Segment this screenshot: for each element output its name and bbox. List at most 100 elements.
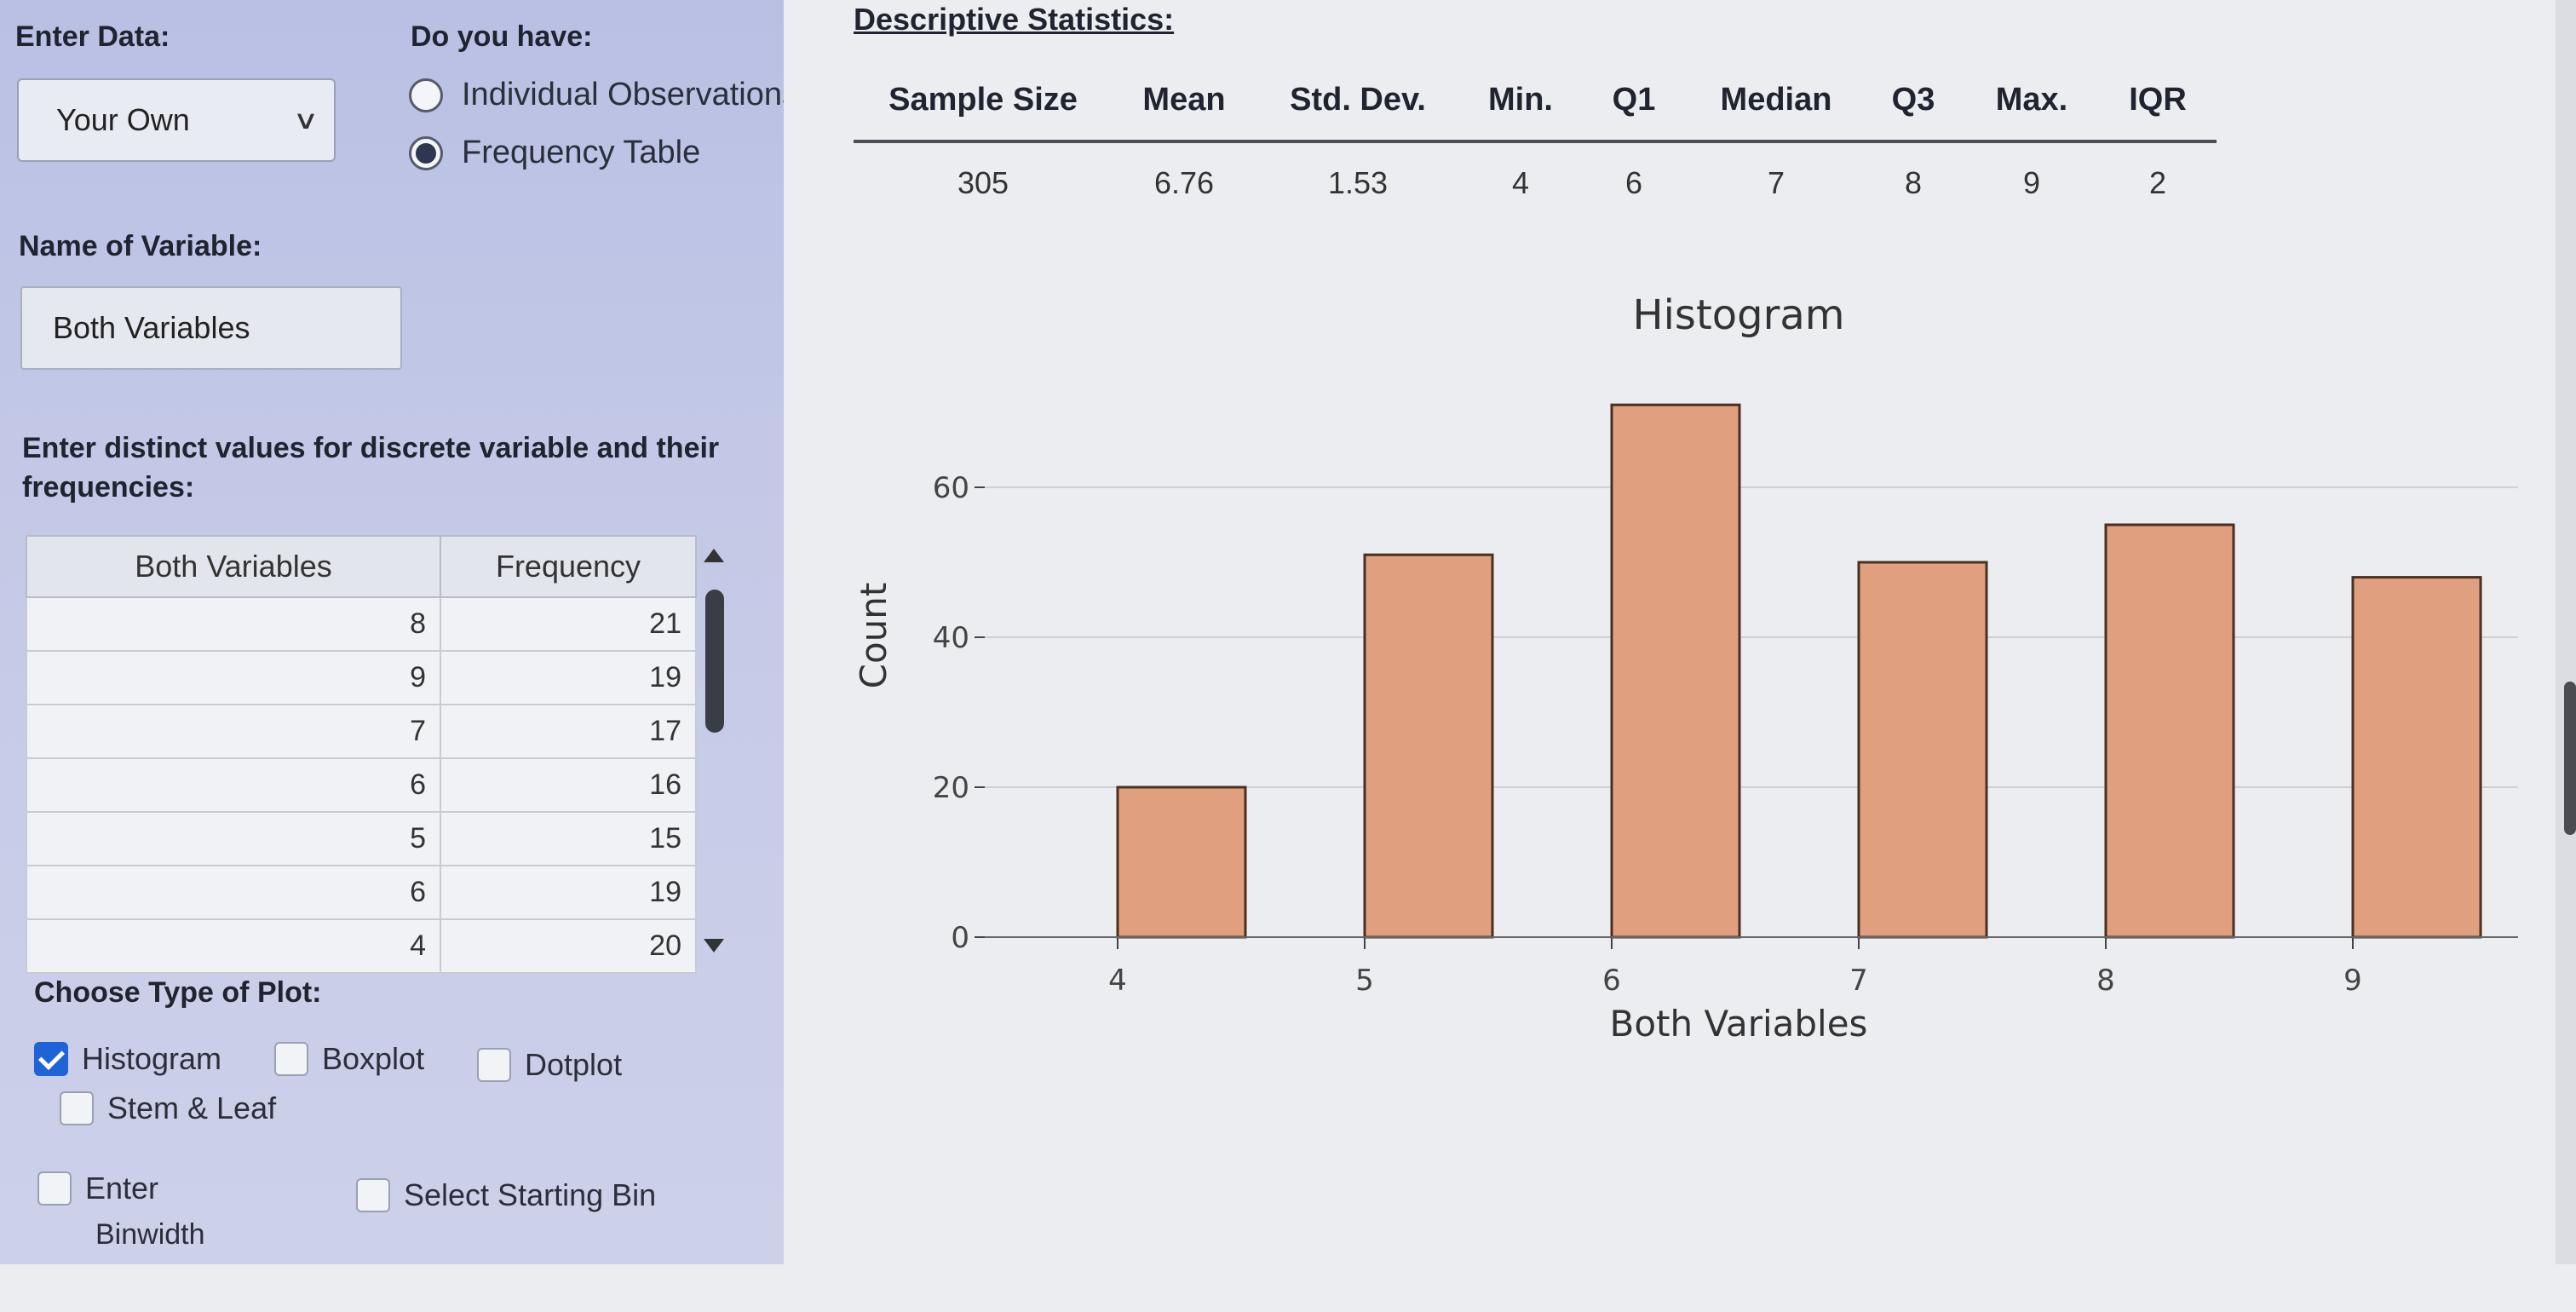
frequency-cell[interactable]: 15 [440, 811, 697, 866]
table-row: 5 15 [26, 811, 697, 866]
radio-frequency-label: Frequency Table [462, 135, 701, 170]
enter-binwidth-label-line2: Binwidth [95, 1218, 205, 1251]
histogram-bar [1116, 785, 1247, 939]
stat-header: Q1 [1612, 82, 1656, 118]
data-source-select[interactable]: Your Own ∨ [17, 78, 336, 162]
page-scrollbar-thumb[interactable] [2564, 682, 2576, 835]
frequency-cell[interactable]: 16 [440, 757, 697, 813]
do-you-have-label: Do you have: [411, 20, 593, 53]
stat-header: IQR [2129, 82, 2187, 118]
stat-value: 6 [1624, 165, 1643, 200]
stat-header: Median [1720, 82, 1832, 118]
y-tick-label: 20 [933, 771, 969, 805]
x-axis-label: Both Variables [1610, 1003, 1868, 1044]
frequency-cell[interactable]: 19 [440, 865, 697, 920]
boxplot-checkbox[interactable]: Boxplot [274, 1041, 424, 1077]
frequency-cell[interactable]: 20 [440, 918, 697, 974]
table-row: 7 17 [26, 704, 697, 759]
value-cell[interactable]: 4 [26, 918, 441, 974]
select-starting-bin-checkbox[interactable]: Select Starting Bin [356, 1177, 656, 1213]
stat-value: 1.53 [1327, 165, 1389, 200]
histogram-checkbox[interactable]: Histogram [34, 1041, 221, 1077]
x-tick-label: 7 [1849, 964, 1868, 998]
scrollbar-thumb[interactable] [705, 590, 724, 733]
column-header-values: Both Variables [26, 535, 441, 598]
y-tick-label: 0 [951, 921, 969, 955]
x-tick-label: 4 [1108, 964, 1127, 998]
stat-value: 4 [1511, 165, 1530, 200]
stat-header: Max. [1995, 82, 2068, 118]
dotplot-option-label: Dotplot [525, 1047, 623, 1082]
checkbox-icon[interactable] [37, 1171, 72, 1206]
stat-value: 8 [1904, 165, 1923, 200]
value-cell[interactable]: 6 [26, 865, 441, 920]
histogram-option-label: Histogram [82, 1041, 222, 1076]
y-tick-label: 60 [933, 471, 969, 505]
value-cell[interactable]: 9 [26, 650, 441, 705]
stat-header: Min. [1488, 82, 1553, 118]
variable-name-value: Both Variables [53, 310, 250, 345]
frequency-instructions: Enter distinct values for discrete varia… [22, 432, 720, 504]
descriptive-statistics-title: Descriptive Statistics: [854, 2, 1175, 37]
value-cell[interactable]: 5 [26, 811, 441, 866]
stat-header: Q3 [1891, 82, 1935, 118]
radio-button-icon[interactable] [409, 78, 443, 112]
enter-binwidth-checkbox[interactable]: Enter [37, 1171, 158, 1206]
value-cell[interactable]: 6 [26, 757, 441, 813]
enter-binwidth-label-line1: Enter [85, 1171, 159, 1206]
histogram-bar [1610, 403, 1741, 939]
boxplot-option-label: Boxplot [322, 1041, 425, 1076]
frequency-table: Both Variables Frequency 8 21 9 19 7 17 … [26, 535, 697, 974]
select-starting-bin-label: Select Starting Bin [404, 1177, 657, 1212]
scroll-up-arrow-icon[interactable] [704, 549, 724, 562]
stat-value: 2 [2148, 165, 2167, 200]
data-source-value: Your Own [56, 102, 190, 137]
table-row: 4 20 [26, 918, 697, 974]
table-row: 9 19 [26, 650, 697, 705]
radio-frequency-table[interactable]: Frequency Table [409, 135, 700, 171]
frequency-cell[interactable]: 17 [440, 704, 697, 759]
histogram-chart: 0 20 40 60 4 5 6 7 8 9 Histogram Count Both Vari… [853, 291, 2518, 1044]
column-header-frequency: Frequency [440, 535, 697, 598]
table-scrollbar[interactable] [699, 545, 733, 971]
stat-value: 7 [1767, 165, 1785, 200]
checkbox-icon[interactable] [60, 1091, 94, 1125]
plot-type-label: Choose Type of Plot: [34, 976, 322, 1009]
histogram-bar [1857, 561, 1988, 939]
x-tick-label: 6 [1602, 964, 1621, 998]
stat-header: Std. Dev. [1290, 82, 1426, 118]
radio-button-selected-icon[interactable] [409, 135, 443, 170]
table-row: 6 16 [26, 757, 697, 813]
table-row: 8 21 [26, 596, 697, 652]
x-tick-label: 5 [1355, 964, 1374, 998]
chevron-down-icon: ∨ [292, 106, 319, 135]
radio-individual-observations[interactable]: Individual Observations [409, 77, 798, 113]
scroll-down-arrow-icon[interactable] [704, 939, 724, 952]
stem-leaf-checkbox[interactable]: Stem & Leaf [60, 1090, 276, 1126]
checkbox-icon[interactable] [274, 1042, 308, 1076]
stem-leaf-option-label: Stem & Leaf [107, 1090, 277, 1125]
input-panel: Enter Data: Your Own ∨ Do you have: Indi… [0, 0, 798, 1264]
y-axis-label: Count [853, 583, 894, 689]
y-tick-label: 40 [933, 621, 969, 655]
chart-title: Histogram [1633, 291, 1845, 339]
histogram-bar [2351, 576, 2482, 939]
frequency-cell[interactable]: 19 [440, 650, 697, 705]
page-scrollbar-track[interactable] [2556, 0, 2576, 1264]
variable-name-input[interactable]: Both Variables [20, 286, 402, 370]
value-cell[interactable]: 7 [26, 704, 441, 759]
name-of-variable-label: Name of Variable: [19, 230, 262, 262]
stat-header: Sample Size [888, 82, 1078, 118]
x-tick-label: 8 [2096, 964, 2115, 998]
radio-individual-label: Individual Observations [462, 77, 798, 112]
dotplot-checkbox[interactable]: Dotplot [477, 1047, 622, 1083]
frequency-cell[interactable]: 21 [440, 596, 697, 652]
checkbox-icon[interactable] [477, 1048, 511, 1082]
checkbox-checked-icon[interactable] [34, 1042, 68, 1076]
value-cell[interactable]: 8 [26, 596, 441, 652]
enter-data-label: Enter Data: [15, 20, 170, 53]
x-tick-label: 9 [2343, 964, 2362, 998]
checkbox-icon[interactable] [356, 1178, 390, 1212]
histogram-bar [1363, 553, 1494, 939]
stat-value: 305 [957, 165, 1009, 200]
